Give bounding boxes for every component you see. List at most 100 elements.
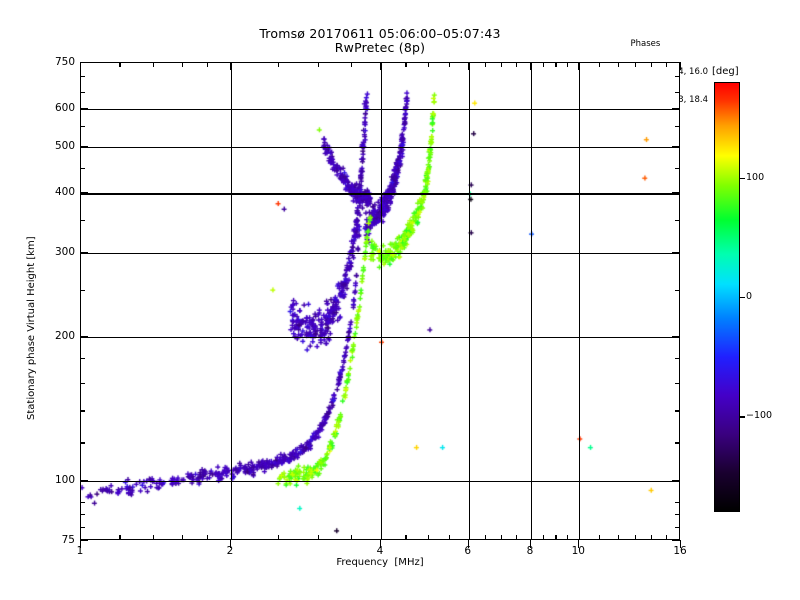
y-tick-major-right xyxy=(672,480,680,482)
x-tick-major xyxy=(380,540,382,548)
plot-subtitle: RwPretec (8p) xyxy=(334,40,426,55)
y-tick-major-right xyxy=(672,146,680,148)
y-tick-minor xyxy=(80,358,85,360)
x-tick-major-top xyxy=(578,62,580,70)
y-tick-minor xyxy=(80,442,85,444)
x-tick-minor-top xyxy=(651,62,653,67)
y-tick-minor-right xyxy=(675,91,680,93)
x-tick-minor-top xyxy=(617,62,619,67)
x-tick-major xyxy=(680,540,682,548)
y-tick-label: 400 xyxy=(54,186,75,199)
y-tick-minor-right xyxy=(675,502,680,504)
gridline-vertical xyxy=(579,63,581,539)
x-tick-major-top xyxy=(380,62,382,70)
y-tick-minor xyxy=(80,168,85,170)
x-tick-minor-top xyxy=(543,62,545,67)
x-tick-minor-top xyxy=(428,62,430,67)
gridline-vertical xyxy=(531,63,533,539)
x-tick-minor xyxy=(617,535,619,540)
y-tick-major-right xyxy=(672,192,680,194)
x-tick-major xyxy=(530,540,532,548)
x-tick-minor-top xyxy=(555,62,557,67)
y-tick-minor xyxy=(80,526,85,528)
x-tick-minor-top xyxy=(351,62,353,67)
x-tick-minor xyxy=(448,535,450,540)
x-tick-label: 16 xyxy=(673,545,687,557)
x-tick-minor xyxy=(485,535,487,540)
y-tick-minor xyxy=(80,76,85,78)
plot-title: Tromsø 20170611 05:06:00–05:07:43 xyxy=(259,26,501,41)
y-tick-minor xyxy=(80,410,85,412)
y-tick-label: 200 xyxy=(54,330,75,343)
gridline-horizontal xyxy=(81,109,679,111)
x-tick-minor-top xyxy=(501,62,503,67)
y-tick-major xyxy=(80,480,88,482)
x-tick-minor-top xyxy=(152,62,154,67)
colorbar-tick-label: 100 xyxy=(746,171,765,183)
colorbar-tick xyxy=(740,177,745,179)
x-tick-major xyxy=(578,540,580,548)
y-tick-minor xyxy=(80,514,85,516)
gridline-horizontal xyxy=(81,147,679,149)
x-tick-major-top xyxy=(467,62,469,70)
x-tick-label: 6 xyxy=(464,545,472,557)
x-tick-minor-top xyxy=(635,62,637,67)
x-tick-minor-top xyxy=(485,62,487,67)
x-tick-minor xyxy=(119,535,121,540)
x-tick-minor xyxy=(181,535,183,540)
x-tick-label: 1 xyxy=(76,545,84,557)
x-tick-minor xyxy=(598,535,600,540)
x-tick-major-top xyxy=(80,62,82,70)
phase-stats-heading: Phases xyxy=(630,39,661,50)
x-tick-minor-top xyxy=(405,62,407,67)
x-tick-minor xyxy=(543,535,545,540)
y-tick-major xyxy=(80,252,88,254)
y-tick-major-right xyxy=(672,336,680,338)
y-tick-minor-right xyxy=(675,526,680,528)
x-tick-minor xyxy=(278,535,280,540)
y-tick-minor-right xyxy=(675,358,680,360)
y-tick-minor-right xyxy=(675,290,680,292)
y-tick-minor xyxy=(80,220,85,222)
x-tick-minor-top xyxy=(448,62,450,67)
colorbar-tick xyxy=(740,297,745,299)
gridline-horizontal xyxy=(81,253,679,255)
x-tick-minor xyxy=(428,535,430,540)
y-tick-major xyxy=(80,108,88,110)
x-tick-minor-top xyxy=(666,62,668,67)
colorbar-tick xyxy=(740,416,745,418)
y-tick-minor-right xyxy=(675,168,680,170)
x-tick-minor xyxy=(152,535,154,540)
x-tick-minor xyxy=(567,535,569,540)
y-tick-label: 750 xyxy=(54,56,75,68)
y-tick-label: 600 xyxy=(54,102,75,115)
y-tick-minor-right xyxy=(675,442,680,444)
x-tick-major-top xyxy=(530,62,532,70)
x-tick-major xyxy=(467,540,469,548)
x-tick-minor-top xyxy=(598,62,600,67)
x-tick-minor xyxy=(666,535,668,540)
x-tick-minor xyxy=(351,535,353,540)
y-tick-label: 300 xyxy=(54,246,75,259)
y-tick-minor-right xyxy=(675,126,680,128)
x-tick-minor-top xyxy=(317,62,319,67)
x-tick-major-top xyxy=(230,62,232,70)
x-tick-minor xyxy=(635,535,637,540)
y-axis-title: Stationary phase Virtual Height [km] xyxy=(26,236,37,420)
x-axis-title: Frequency [MHz] xyxy=(336,557,424,568)
x-tick-minor xyxy=(317,535,319,540)
y-tick-minor xyxy=(80,91,85,93)
y-tick-minor-right xyxy=(675,514,680,516)
colorbar-tick-label: 0 xyxy=(746,291,753,302)
y-tick-major xyxy=(80,192,88,194)
y-tick-minor xyxy=(80,126,85,128)
y-tick-minor-right xyxy=(675,220,680,222)
y-tick-minor-right xyxy=(675,382,680,384)
gridline-horizontal xyxy=(81,481,679,483)
x-tick-minor xyxy=(651,535,653,540)
x-tick-minor-top xyxy=(207,62,209,67)
colorbar-tick-label: −100 xyxy=(746,410,773,422)
y-tick-minor xyxy=(80,502,85,504)
x-tick-minor-top xyxy=(567,62,569,67)
